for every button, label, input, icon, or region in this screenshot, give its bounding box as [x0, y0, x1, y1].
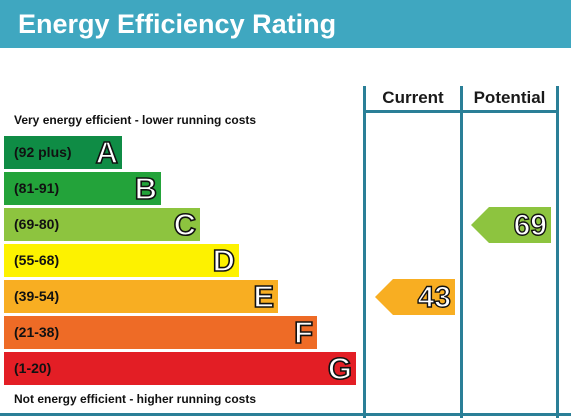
band-range-label: (39-54) — [14, 288, 60, 304]
band-d: (55-68) D — [4, 242, 239, 279]
band-g: (1-20) G — [4, 350, 356, 387]
page-title: Energy Efficiency Rating — [18, 9, 337, 39]
band-range-label: (55-68) — [14, 252, 60, 268]
bottom-border-line — [0, 413, 571, 416]
current-column-header: Current — [382, 88, 444, 107]
top-caption: Very energy efficient - lower running co… — [14, 113, 257, 127]
band-c: (69-80) C — [4, 206, 200, 243]
header-separator-line — [363, 110, 559, 113]
band-e: (39-54) E — [4, 278, 278, 315]
current-arrow-shape — [375, 278, 455, 315]
current-rating-value: 43 — [417, 280, 452, 314]
band-range-label: (92 plus) — [14, 144, 72, 160]
band-letter-label: D — [212, 242, 236, 279]
band-letter-label: C — [173, 206, 197, 243]
current-rating-arrow: 43 — [375, 278, 455, 315]
potential-column-right-line — [556, 86, 559, 418]
bottom-caption: Not energy efficient - higher running co… — [14, 392, 257, 406]
band-letter-label: B — [134, 170, 158, 207]
band-range-label: (81-91) — [14, 180, 60, 196]
band-f: (21-38) F — [4, 314, 317, 351]
band-a: (92 plus) A — [4, 134, 122, 171]
potential-rating-arrow: 69 — [471, 206, 551, 243]
potential-arrow-shape — [471, 206, 551, 243]
band-letter-label: A — [95, 134, 119, 171]
current-column-left-line — [363, 86, 366, 418]
column-divider-line — [460, 86, 463, 418]
potential-column-header: Potential — [473, 88, 546, 107]
band-range-label: (69-80) — [14, 216, 60, 232]
header-bar: Energy Efficiency Rating — [0, 0, 571, 48]
band-letter-label: G — [327, 350, 353, 387]
band-range-label: (21-38) — [14, 324, 60, 340]
band-range-label: (1-20) — [14, 360, 52, 376]
band-letter-label: E — [253, 278, 275, 315]
potential-rating-value: 69 — [513, 208, 548, 242]
band-letter-label: F — [293, 314, 314, 351]
band-b: (81-91) B — [4, 170, 161, 207]
